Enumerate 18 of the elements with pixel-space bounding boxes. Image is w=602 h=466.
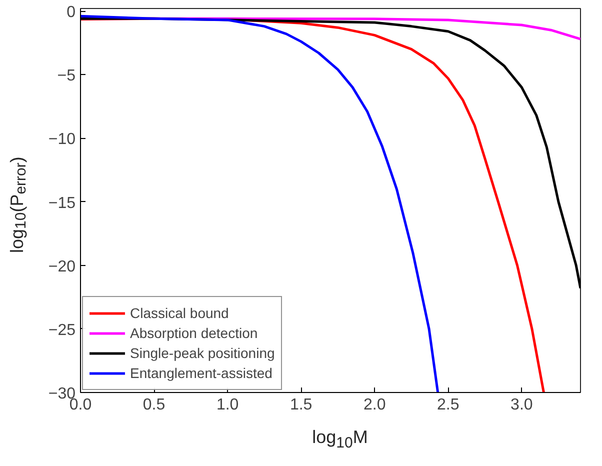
y-tick-label: −15 <box>48 194 76 212</box>
y-tick-label: −5 <box>57 68 76 85</box>
x-tick-label: 1.5 <box>290 396 312 414</box>
y-tick-label: −10 <box>48 131 76 148</box>
x-axis-title: log$_{10}$M <box>312 426 368 454</box>
y-tick-label: −25 <box>48 322 76 339</box>
legend-label: Single-peak positioning <box>130 344 275 362</box>
y-tick-label: 0 <box>66 4 76 22</box>
legend-label: Entanglement-assisted <box>130 364 272 382</box>
x-tick-label: 2.5 <box>437 396 460 414</box>
x-tick-label: 1.0 <box>216 396 239 414</box>
x-tick-label: 3.0 <box>510 396 533 414</box>
line-series <box>80 14 440 392</box>
y-tick-label: −20 <box>48 258 76 276</box>
x-tick-label: 0.5 <box>142 396 166 414</box>
legend-label: Classical bound <box>130 304 229 322</box>
legend-label: Absorption detection <box>130 324 258 342</box>
x-tick-label: 2.0 <box>363 396 386 414</box>
